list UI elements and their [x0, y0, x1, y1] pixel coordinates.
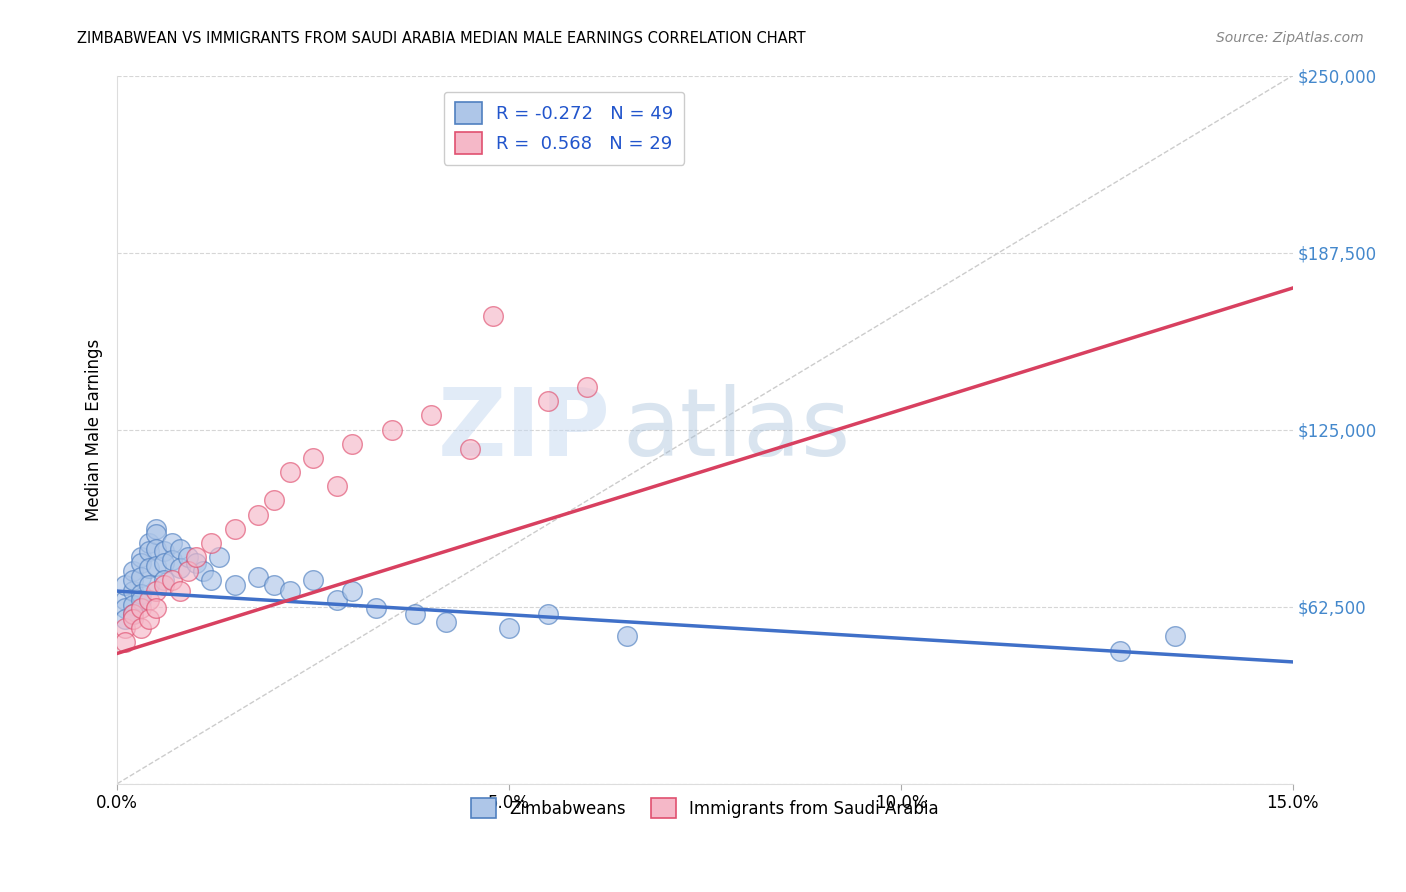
- Point: [145, 601, 167, 615]
- Point: [576, 380, 599, 394]
- Point: [537, 394, 560, 409]
- Point: [224, 522, 246, 536]
- Point: [114, 612, 136, 626]
- Point: [114, 578, 136, 592]
- Point: [482, 310, 505, 324]
- Point: [342, 584, 364, 599]
- Point: [129, 550, 152, 565]
- Point: [537, 607, 560, 621]
- Point: [129, 570, 152, 584]
- Point: [498, 621, 520, 635]
- Point: [138, 612, 160, 626]
- Point: [121, 607, 143, 621]
- Point: [153, 556, 176, 570]
- Point: [145, 541, 167, 556]
- Point: [138, 578, 160, 592]
- Point: [121, 599, 143, 613]
- Point: [184, 556, 207, 570]
- Point: [121, 612, 143, 626]
- Point: [169, 584, 191, 599]
- Point: [145, 584, 167, 599]
- Point: [145, 527, 167, 541]
- Point: [247, 570, 270, 584]
- Point: [278, 584, 301, 599]
- Point: [121, 584, 143, 599]
- Point: [129, 556, 152, 570]
- Point: [138, 592, 160, 607]
- Point: [208, 550, 231, 565]
- Point: [342, 437, 364, 451]
- Point: [138, 561, 160, 575]
- Point: [325, 592, 347, 607]
- Point: [153, 544, 176, 558]
- Point: [138, 536, 160, 550]
- Point: [177, 564, 200, 578]
- Point: [145, 522, 167, 536]
- Point: [177, 550, 200, 565]
- Point: [129, 587, 152, 601]
- Point: [263, 578, 285, 592]
- Point: [458, 442, 481, 457]
- Point: [200, 573, 222, 587]
- Point: [153, 573, 176, 587]
- Point: [247, 508, 270, 522]
- Text: ZIMBABWEAN VS IMMIGRANTS FROM SAUDI ARABIA MEDIAN MALE EARNINGS CORRELATION CHAR: ZIMBABWEAN VS IMMIGRANTS FROM SAUDI ARAB…: [77, 31, 806, 46]
- Point: [184, 550, 207, 565]
- Point: [224, 578, 246, 592]
- Point: [434, 615, 457, 630]
- Y-axis label: Median Male Earnings: Median Male Earnings: [86, 338, 103, 521]
- Point: [278, 465, 301, 479]
- Point: [121, 573, 143, 587]
- Point: [153, 578, 176, 592]
- Point: [160, 553, 183, 567]
- Point: [193, 564, 215, 578]
- Point: [121, 564, 143, 578]
- Point: [129, 621, 152, 635]
- Point: [114, 621, 136, 635]
- Point: [121, 607, 143, 621]
- Point: [302, 450, 325, 465]
- Point: [169, 561, 191, 575]
- Point: [114, 635, 136, 649]
- Point: [1164, 629, 1187, 643]
- Point: [325, 479, 347, 493]
- Point: [169, 541, 191, 556]
- Text: Source: ZipAtlas.com: Source: ZipAtlas.com: [1216, 31, 1364, 45]
- Text: atlas: atlas: [623, 384, 851, 475]
- Point: [364, 601, 387, 615]
- Point: [145, 558, 167, 573]
- Point: [263, 493, 285, 508]
- Legend: Zimbabweans, Immigrants from Saudi Arabia: Zimbabweans, Immigrants from Saudi Arabi…: [464, 791, 946, 825]
- Point: [200, 536, 222, 550]
- Point: [138, 544, 160, 558]
- Point: [129, 601, 152, 615]
- Point: [129, 592, 152, 607]
- Point: [302, 573, 325, 587]
- Point: [380, 423, 402, 437]
- Point: [160, 536, 183, 550]
- Point: [404, 607, 426, 621]
- Point: [114, 601, 136, 615]
- Point: [1109, 643, 1132, 657]
- Point: [419, 409, 441, 423]
- Point: [616, 629, 638, 643]
- Point: [160, 573, 183, 587]
- Text: ZIP: ZIP: [439, 384, 612, 475]
- Point: [114, 592, 136, 607]
